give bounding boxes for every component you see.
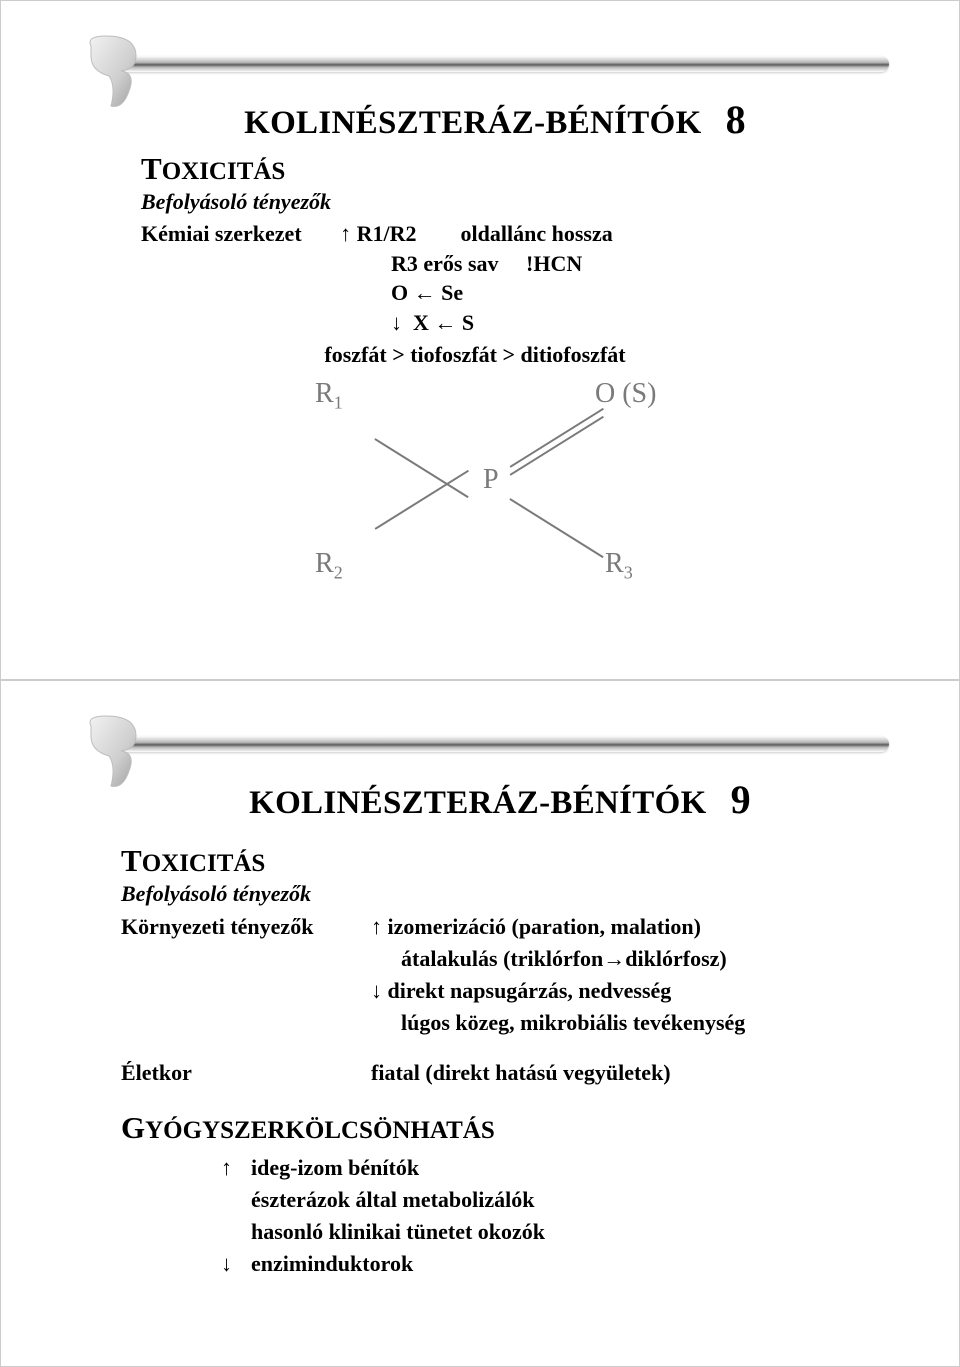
section-heading-text: YÓGYSZERKÖLCSÖNHATÁS xyxy=(145,1117,495,1144)
age-block: Életkor fiatal (direkt hatású vegyületek… xyxy=(121,1057,879,1089)
slide-title-row: KOLINÉSZTERÁZ-BÉNÍTÓK 8 xyxy=(141,96,849,143)
slide-number: 8 xyxy=(726,96,746,143)
line1-c2: ↑ R1/R2 xyxy=(340,221,416,246)
interaction-list: ↑ ideg-izom bénítók észterázok által met… xyxy=(221,1152,879,1280)
diagram-R3: R3 xyxy=(605,548,633,584)
header-bar xyxy=(111,56,889,72)
subheading: Befolyásoló tényezők xyxy=(121,881,879,907)
env-line-3: ↓ direkt napsugárzás, nedvesség xyxy=(371,975,879,1007)
line1-c3: oldallánc hossza xyxy=(461,221,613,246)
phosphorus-diagram: P R1 R2 R3 O (S) xyxy=(285,378,705,598)
section-heading-toxicitas: TOXICITÁS xyxy=(141,151,849,187)
subheading: Befolyásoló tényezők xyxy=(141,189,849,215)
arrow-down-icon: ↓ xyxy=(221,1248,251,1280)
bond-O-2 xyxy=(510,416,604,476)
diagram-R2: R2 xyxy=(315,548,343,584)
inter-row-4: ↓ enziminduktorok xyxy=(221,1248,879,1280)
slide-content: KOLINÉSZTERÁZ-BÉNÍTÓK 9 TOXICITÁS Befoly… xyxy=(121,776,879,1280)
slide-9: KOLINÉSZTERÁZ-BÉNÍTÓK 9 TOXICITÁS Befoly… xyxy=(0,680,960,1367)
bond-R3 xyxy=(510,498,604,558)
header-bar xyxy=(111,736,889,752)
section-heading-toxicitas: TOXICITÁS xyxy=(121,843,879,879)
inter-row-1: ↑ ideg-izom bénítók xyxy=(221,1152,879,1184)
bond-O-1 xyxy=(510,408,604,468)
slide-content: KOLINÉSZTERÁZ-BÉNÍTÓK 8 TOXICITÁS Befoly… xyxy=(141,96,849,598)
line2-c2: R3 erős sav xyxy=(391,251,499,276)
env-label: Környezeti tényezők xyxy=(121,911,371,943)
slide-number: 9 xyxy=(731,776,751,823)
inter-line-4: enziminduktorok xyxy=(251,1248,413,1280)
phosphate-order: foszfát > tiofoszfát > ditiofoszfát xyxy=(101,342,849,368)
section-heading-text: OXICITÁS xyxy=(162,158,286,185)
bond-R1 xyxy=(375,438,469,498)
slide-title: KOLINÉSZTERÁZ-BÉNÍTÓK xyxy=(244,105,701,142)
slide-title: KOLINÉSZTERÁZ-BÉNÍTÓK xyxy=(249,785,706,822)
chem-structure-line-4: ↓ X ← S xyxy=(391,308,849,338)
inter-row-3: hasonló klinikai tünetet okozók xyxy=(221,1216,879,1248)
env-line-1: ↑ izomerizáció (paration, malation) xyxy=(371,911,879,943)
env-line-4: lúgos közeg, mikrobiális tevékenység xyxy=(401,1007,879,1039)
chem-structure-line-2: R3 erős sav !HCN xyxy=(391,249,849,279)
age-label: Életkor xyxy=(121,1057,371,1089)
environmental-block: Környezeti tényezők ↑ izomerizáció (para… xyxy=(121,911,879,1039)
chem-structure-line-1: Kémiai szerkezet ↑ R1/R2 oldallánc hossz… xyxy=(141,219,849,249)
arrow-up-icon: ↑ xyxy=(221,1152,251,1184)
diagram-R1: R1 xyxy=(315,378,343,414)
slide-8: KOLINÉSZTERÁZ-BÉNÍTÓK 8 TOXICITÁS Befoly… xyxy=(0,0,960,680)
inter-line-3: hasonló klinikai tünetet okozók xyxy=(251,1216,545,1248)
section-heading-text: OXICITÁS xyxy=(142,850,266,877)
slide-title-row: KOLINÉSZTERÁZ-BÉNÍTÓK 9 xyxy=(121,776,879,823)
age-value: fiatal (direkt hatású vegyületek) xyxy=(371,1057,879,1089)
chem-structure-line-3: O ← Se xyxy=(391,278,849,308)
line2-c3: !HCN xyxy=(526,251,582,276)
inter-line-2: észterázok által metabolizálók xyxy=(251,1184,535,1216)
diagram-center-P: P xyxy=(483,464,499,496)
diagram-O-S: O (S) xyxy=(595,378,656,410)
env-line-2: átalakulás (triklórfon→diklórfosz) xyxy=(401,943,879,975)
inter-row-2: észterázok által metabolizálók xyxy=(221,1184,879,1216)
bond-R2 xyxy=(375,470,469,530)
inter-line-1: ideg-izom bénítók xyxy=(251,1152,419,1184)
section-heading-interactions: GYÓGYSZERKÖLCSÖNHATÁS xyxy=(121,1110,879,1146)
line1-label: Kémiai szerkezet xyxy=(141,221,302,246)
